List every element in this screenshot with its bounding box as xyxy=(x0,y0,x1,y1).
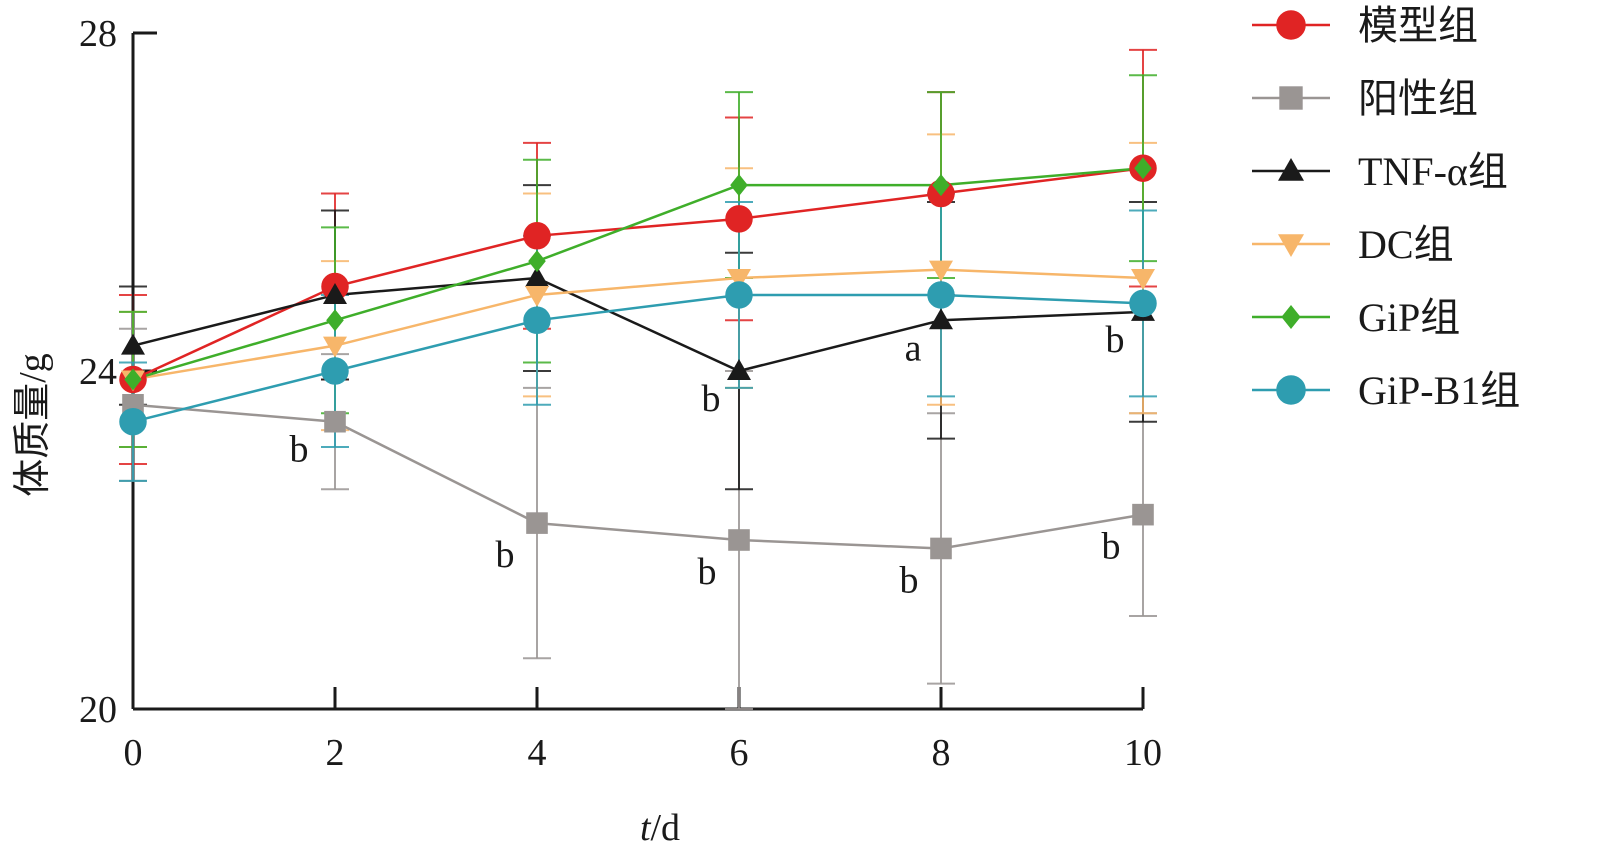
series-markers xyxy=(119,154,1157,560)
legend-marker xyxy=(1276,10,1306,40)
legend-marker xyxy=(1278,234,1304,257)
data-point xyxy=(929,260,953,282)
data-point xyxy=(1134,157,1152,180)
data-point xyxy=(528,250,546,273)
series-line xyxy=(132,166,1144,381)
y-tick-label: 20 xyxy=(79,689,117,731)
annotation-label: b xyxy=(900,559,919,601)
data-point xyxy=(323,282,347,304)
annotation-label: b xyxy=(1102,526,1121,568)
x-tick-label: 8 xyxy=(932,732,951,774)
legend-label: GiP-B1组 xyxy=(1358,368,1520,413)
data-point xyxy=(323,336,347,358)
data-point xyxy=(124,368,142,391)
data-point xyxy=(119,407,147,436)
x-tick-label: 4 xyxy=(528,732,547,774)
data-point xyxy=(1129,289,1157,318)
data-point xyxy=(525,266,549,288)
data-point xyxy=(321,357,349,385)
y-axis-title: 体质量/g xyxy=(12,353,54,497)
y-tick-label: 24 xyxy=(79,351,117,393)
data-point xyxy=(730,174,748,197)
series-line xyxy=(132,403,1144,550)
legend-marker xyxy=(1276,375,1306,405)
series-line xyxy=(132,268,1144,381)
annotation-label: b xyxy=(1106,319,1125,361)
data-point xyxy=(930,537,952,560)
data-point xyxy=(526,512,548,534)
series-line xyxy=(132,293,1144,423)
legend-label: TNF-α组 xyxy=(1358,149,1508,194)
legend-label: 模型组 xyxy=(1358,3,1478,48)
y-tick-label: 28 xyxy=(79,13,117,55)
data-point xyxy=(523,222,551,250)
data-point xyxy=(725,205,753,233)
data-point xyxy=(1131,269,1155,291)
series-lines xyxy=(132,166,1144,550)
legend-label: GiP组 xyxy=(1358,295,1460,340)
x-tick-label: 2 xyxy=(326,732,345,774)
annotation-label: b xyxy=(698,551,717,593)
data-point xyxy=(728,529,750,551)
data-point xyxy=(927,281,955,309)
annotation-label: b xyxy=(290,429,309,471)
data-point xyxy=(121,333,145,355)
data-point xyxy=(929,308,953,330)
x-tick-label: 6 xyxy=(730,732,749,774)
x-tick-label: 10 xyxy=(1124,732,1162,774)
data-point xyxy=(525,285,549,307)
data-point xyxy=(932,174,950,197)
annotation-label: b xyxy=(702,378,721,420)
data-point xyxy=(324,410,346,433)
data-point xyxy=(523,306,551,335)
legend-label: DC组 xyxy=(1358,222,1454,267)
x-axis-title: t/d xyxy=(640,807,680,849)
series-line xyxy=(132,166,1144,381)
x-tick-label: 0 xyxy=(124,732,143,774)
annotation-label: b xyxy=(496,534,515,576)
data-point xyxy=(727,269,751,291)
significance-annotations: b b b b b b a b xyxy=(290,319,1125,602)
data-point xyxy=(725,281,753,309)
legend-label: 阳性组 xyxy=(1358,76,1478,121)
annotation-label: a xyxy=(905,327,922,369)
legend-marker xyxy=(1279,86,1303,110)
data-point xyxy=(1132,503,1154,526)
legend-marker xyxy=(1281,305,1301,329)
series-line xyxy=(132,276,1144,373)
legend-marker xyxy=(1278,158,1304,181)
error-bars xyxy=(119,48,1157,710)
data-point xyxy=(326,309,344,332)
data-point xyxy=(727,359,751,380)
